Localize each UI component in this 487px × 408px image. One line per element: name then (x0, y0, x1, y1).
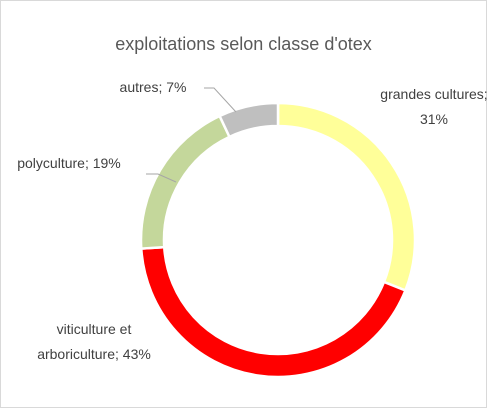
data-label: viticulture et arboriculture; 43% (37, 321, 151, 362)
data-label: polyculture; 19% (17, 155, 121, 171)
slice (218, 101, 280, 139)
data-label: autres; 7% (119, 79, 187, 95)
leader-line (146, 173, 177, 183)
leader-line (204, 87, 237, 113)
chart-title: exploitations selon classe d'otex (115, 34, 372, 54)
slices (139, 101, 417, 379)
data-label: grandes cultures; 31% (380, 86, 487, 127)
